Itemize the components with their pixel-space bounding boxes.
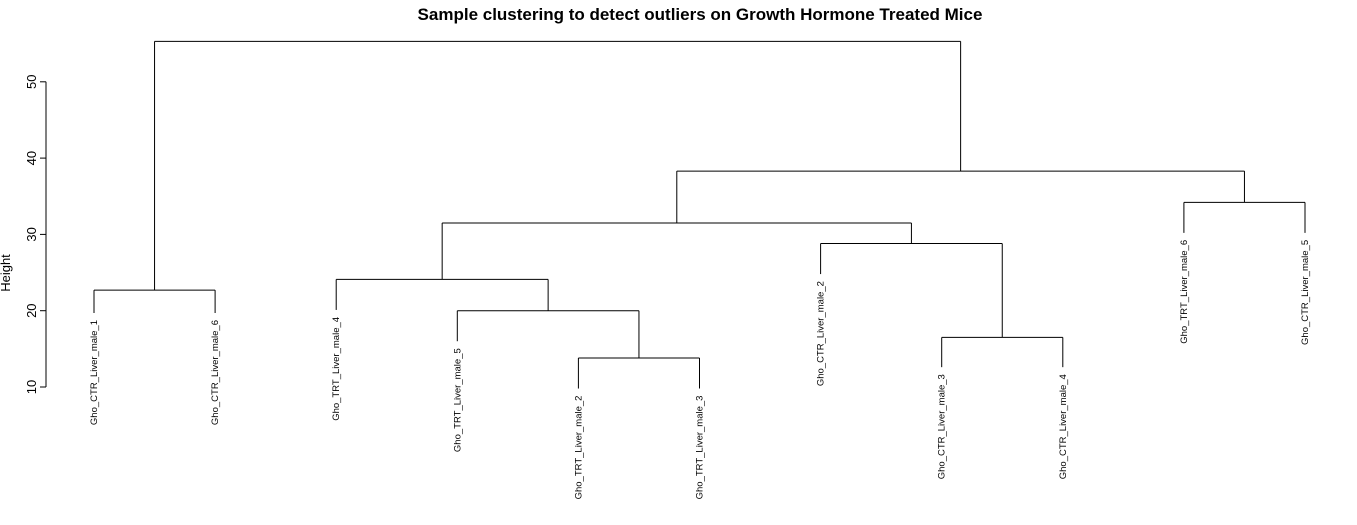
leaf-label: Gho_TRT_Liver_male_3 [695, 396, 706, 500]
leaf-label: Gho_CTR_Liver_male_3 [937, 374, 948, 479]
dendrogram-branches [93, 40, 1306, 389]
y-tick-label: 30 [24, 227, 39, 241]
leaf-label: Gho_CTR_Liver_male_5 [1300, 240, 1311, 345]
leaf-label: Gho_CTR_Liver_male_2 [816, 281, 827, 386]
leaf-label: Gho_CTR_Liver_male_6 [210, 320, 221, 425]
leaf-label: Gho_CTR_Liver_male_1 [89, 320, 100, 425]
leaf-labels: Gho_CTR_Liver_male_1 Gho_CTR_Liver_male_6… [89, 240, 1311, 500]
leaf-label: Gho_TRT_Liver_male_6 [1179, 240, 1190, 344]
y-tick-label: 40 [24, 151, 39, 165]
leaf-label: Gho_TRT_Liver_male_4 [331, 317, 342, 421]
y-tick-label: 20 [24, 303, 39, 317]
y-axis-label: Height [0, 254, 13, 292]
leaf-label: Gho_CTR_Liver_male_4 [1058, 374, 1069, 479]
y-tick-label: 50 [24, 75, 39, 89]
leaf-label: Gho_TRT_Liver_male_2 [573, 396, 584, 500]
y-ticks: 10 20 30 40 50 [24, 75, 46, 394]
y-axis: 10 20 30 40 50 [24, 75, 47, 394]
chart-title: Sample clustering to detect outliers on … [418, 5, 983, 24]
y-tick-label: 10 [24, 380, 39, 394]
leaf-label: Gho_TRT_Liver_male_5 [452, 348, 463, 452]
